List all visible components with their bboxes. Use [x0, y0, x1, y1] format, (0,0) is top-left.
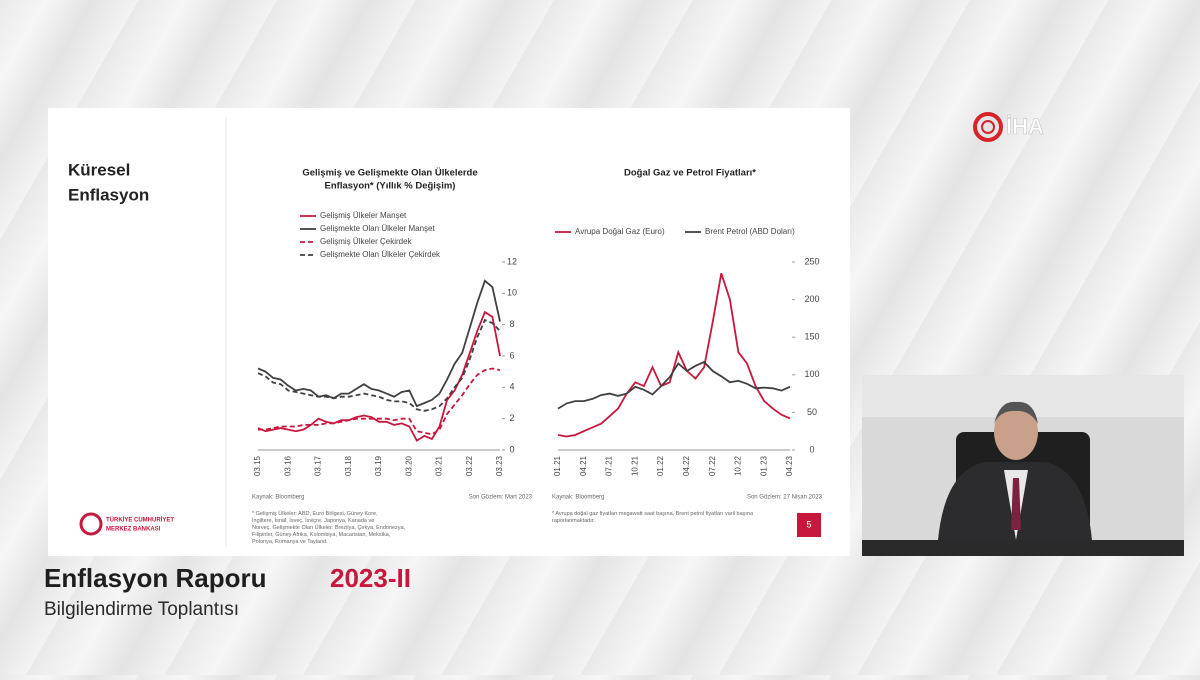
- series-line: [557, 273, 791, 438]
- tie: [1011, 478, 1021, 530]
- x-tick-label: 07.21: [605, 455, 614, 476]
- x-tick-label: 03.20: [404, 455, 413, 476]
- footnote-line: * Gelişmiş Ülkeler: ABD, Euro Bölgesi, G…: [252, 510, 378, 517]
- x-tick-label: 10.21: [630, 455, 639, 476]
- section-title: Enflasyon: [68, 185, 149, 204]
- y-tick-label: 200: [804, 294, 819, 304]
- report-subtitle: Bilgilendirme Toplantısı: [44, 599, 239, 620]
- source: Kaynak: Bloomberg: [252, 495, 304, 501]
- footnote-line: Norveç. Gelişmekte Olan Ülkeler: Brezily…: [252, 524, 406, 531]
- legend-label: Gelişmekte Olan Ülkeler Manşet: [320, 224, 435, 233]
- x-tick-label: 04.23: [785, 455, 794, 476]
- footnote-line: Filipinler, Güney Afrika, Kolombiya, Mac…: [252, 532, 391, 538]
- y-tick-label: 12: [507, 256, 517, 266]
- x-tick-label: 03.19: [374, 455, 383, 476]
- footnote-line: * Avrupa doğal gaz fiyatları megawatt sa…: [552, 511, 754, 517]
- footnote-line: Polonya, Romanya ve Tayland.: [252, 539, 328, 545]
- last-observation: Son Gözlem: Mart 2023: [469, 495, 533, 501]
- y-tick-label: 0: [809, 444, 814, 454]
- slide: [48, 108, 850, 556]
- x-tick-label: 03.15: [253, 455, 262, 476]
- x-tick-label: 07.22: [708, 455, 717, 476]
- x-tick-label: 03.21: [435, 455, 444, 476]
- x-tick-label: 03.23: [495, 455, 504, 476]
- x-tick-label: 10.22: [734, 455, 743, 476]
- y-tick-label: 2: [509, 413, 514, 423]
- chart-title: Gelişmiş ve Gelişmekte Olan Ülkelerde: [302, 168, 477, 179]
- footnote-line: İngiltere, İsrail, İsveç, İsviçre, Japon…: [252, 517, 374, 524]
- footnote: * Avrupa doğal gaz fiyatları megawatt sa…: [552, 511, 754, 524]
- legend-label: Brent Petrol (ABD Doları): [705, 227, 795, 236]
- y-tick-label: 10: [507, 288, 517, 298]
- y-tick-label: 150: [804, 332, 819, 342]
- source: Kaynak: Bloomberg: [552, 495, 604, 501]
- speaker-head: [994, 404, 1038, 460]
- legend-label: Avrupa Doğal Gaz (Euro): [575, 227, 665, 236]
- bank-logo-mark: [79, 512, 103, 536]
- bank-logo-text: MERKEZ BANKASI: [106, 527, 161, 533]
- page-number: 5: [806, 519, 811, 529]
- agency-logo: İHA: [1006, 114, 1044, 139]
- legend-label: Gelişmiş Ülkeler Manşet: [320, 211, 407, 220]
- x-tick-label: 03.22: [465, 455, 474, 476]
- x-tick-label: 03.17: [314, 455, 323, 476]
- chart-title: Enflasyon* (Yıllık % Değişim): [325, 181, 456, 192]
- hair: [994, 401, 1038, 424]
- x-tick-label: 01.23: [759, 455, 768, 476]
- x-tick-label: 03.18: [344, 455, 353, 476]
- bank-logo-text: TÜRKİYE CUMHURİYET: [106, 517, 174, 524]
- report-issue: 2023-II: [330, 563, 411, 593]
- y-tick-label: 0: [509, 444, 514, 454]
- x-tick-label: 04.22: [682, 455, 691, 476]
- agency-logo-mark: [973, 112, 1003, 142]
- series-line: [258, 367, 501, 436]
- y-tick-label: 50: [807, 407, 817, 417]
- x-tick-label: 01.21: [553, 455, 562, 476]
- report-title: Enflasyon Raporu: [44, 563, 266, 593]
- legend-label: Gelişmekte Olan Ülkeler Çekirdek: [320, 250, 441, 259]
- agency-logo-mark: [981, 120, 995, 134]
- x-tick-label: 03.16: [283, 455, 292, 476]
- footnote-line: raporlanmaktadır.: [552, 518, 595, 524]
- desk: [862, 540, 1184, 556]
- y-tick-label: 4: [509, 382, 514, 392]
- y-tick-label: 8: [509, 319, 514, 329]
- x-tick-label: 01.22: [656, 455, 665, 476]
- x-tick-label: 04.21: [579, 455, 588, 476]
- speaker-video: [862, 375, 1184, 556]
- series-line: [257, 279, 501, 408]
- y-tick-label: 100: [804, 369, 819, 379]
- section-title: Küresel: [68, 160, 130, 179]
- series-line: [557, 360, 791, 410]
- last-observation: Son Gözlem: 27 Nisan 2023: [747, 495, 823, 501]
- chart-title: Doğal Gaz ve Petrol Fiyatları*: [624, 168, 756, 179]
- footnote: * Gelişmiş Ülkeler: ABD, Euro Bölgesi, G…: [252, 510, 406, 545]
- legend-label: Gelişmiş Ülkeler Çekirdek: [320, 237, 413, 246]
- page-number-box: [797, 513, 821, 537]
- y-tick-label: 250: [804, 256, 819, 266]
- series-line: [257, 318, 501, 412]
- y-tick-label: 6: [509, 350, 514, 360]
